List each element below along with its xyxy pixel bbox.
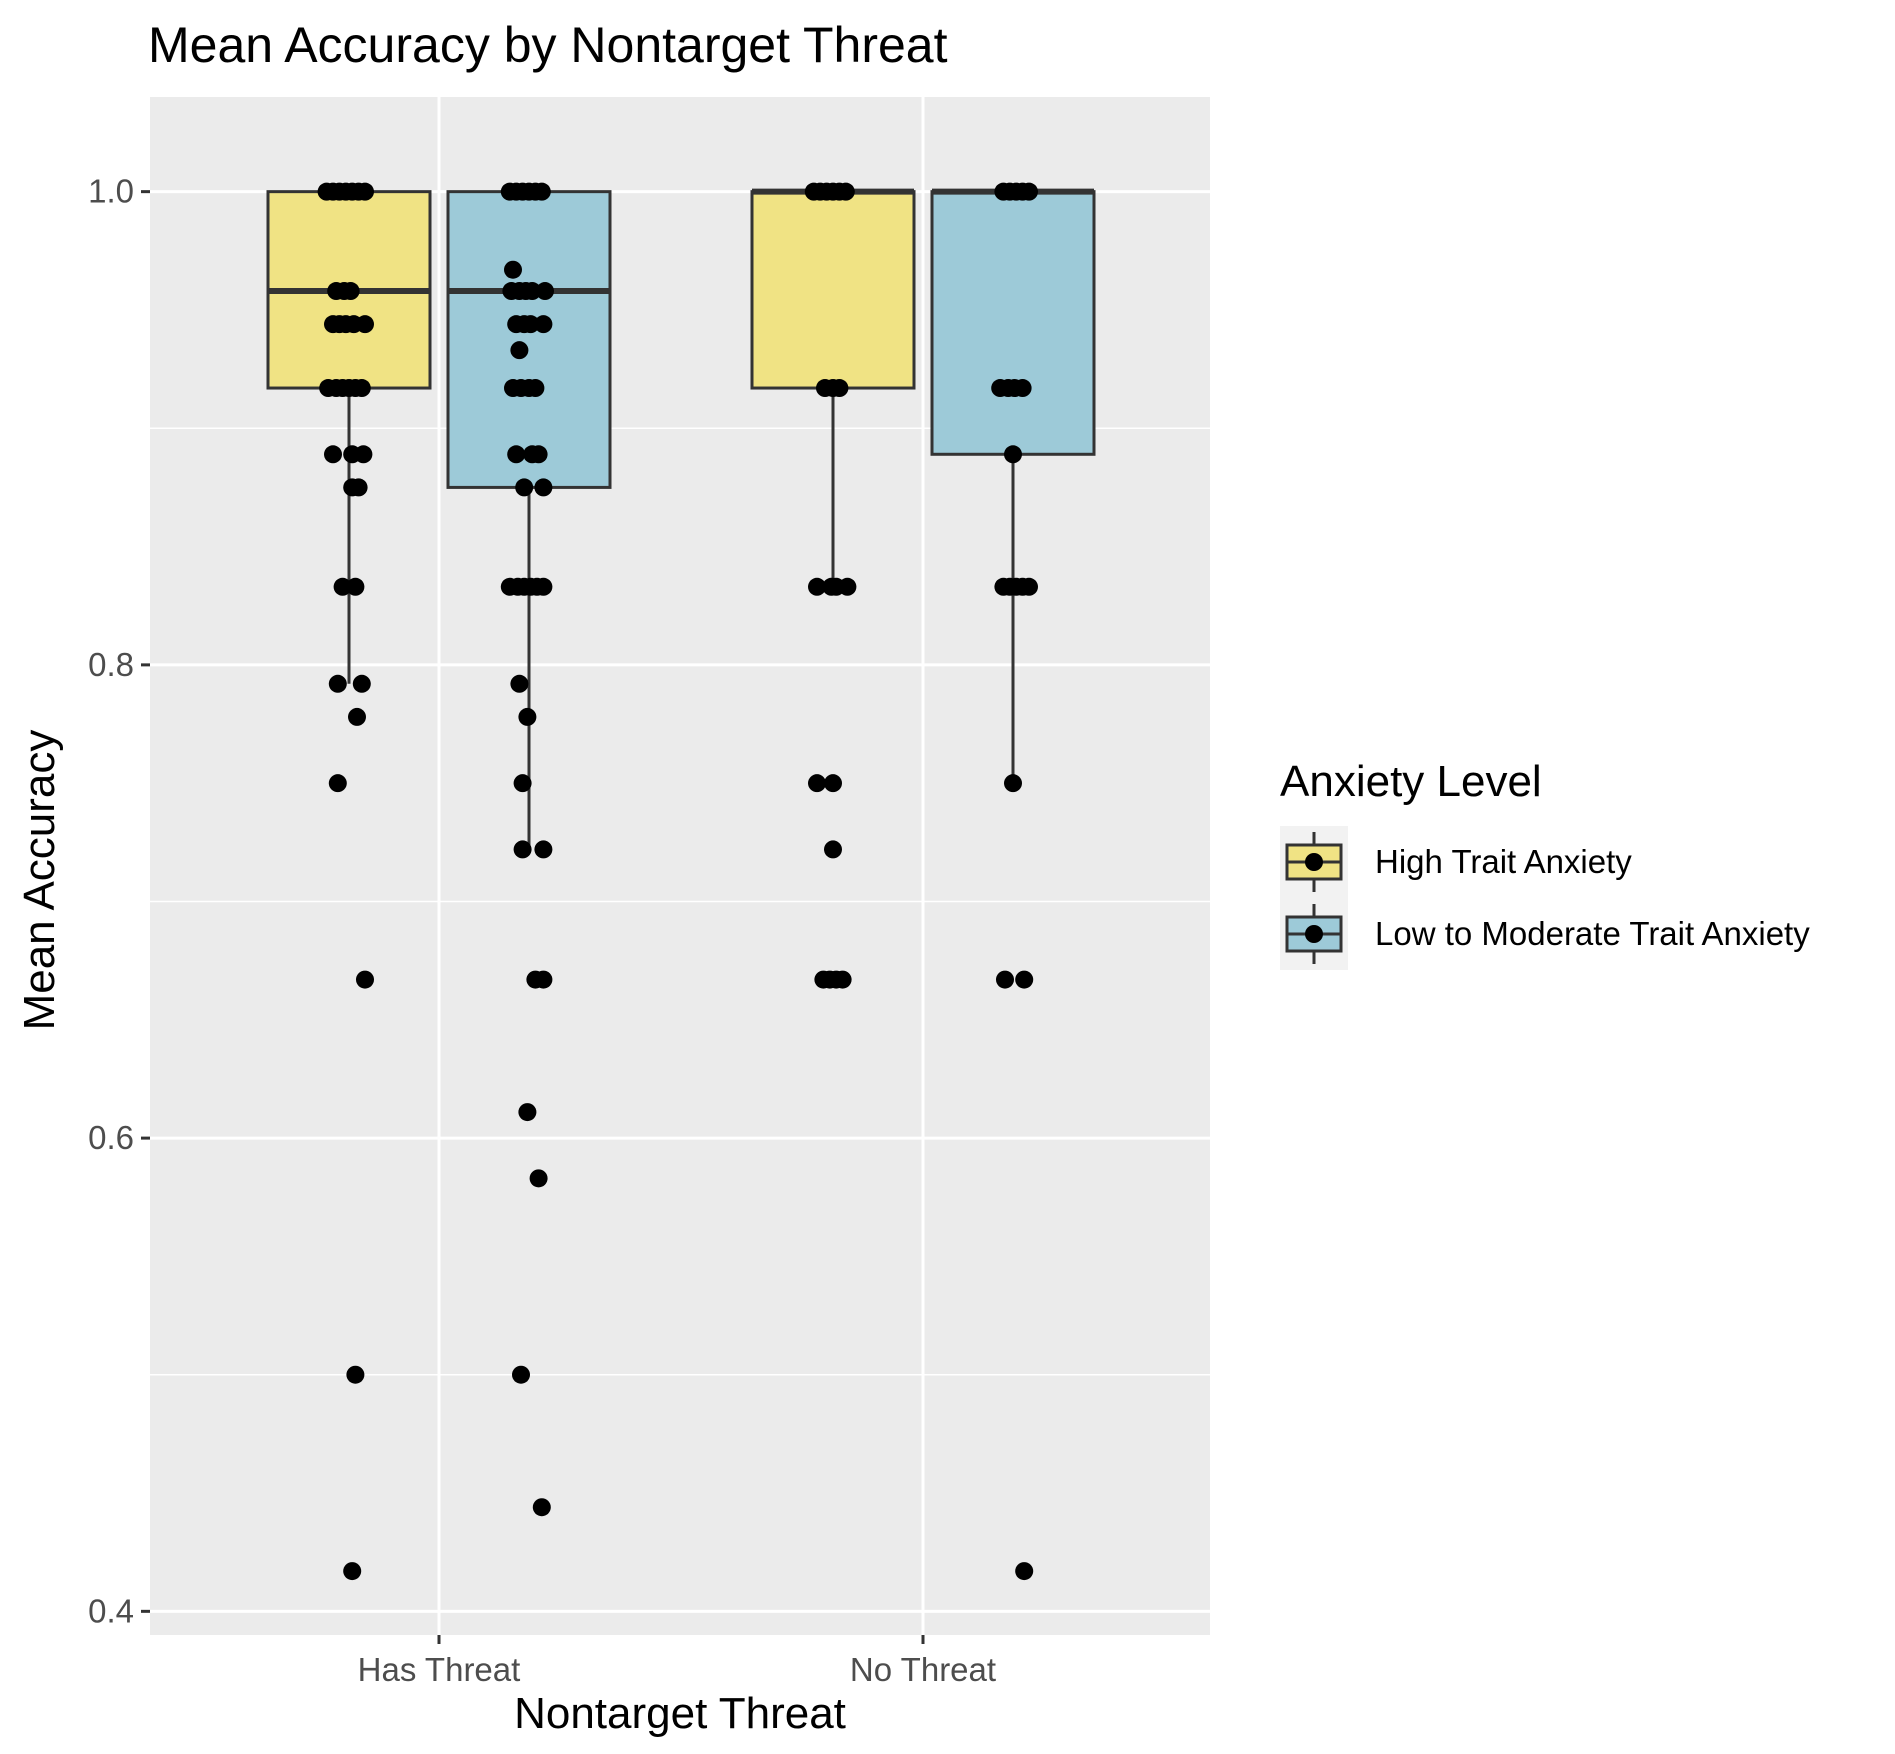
data-point <box>328 674 347 693</box>
legend-title: Anxiety Level <box>1280 757 1542 806</box>
data-point <box>507 445 526 464</box>
legend-item: Low to Moderate Trait Anxiety <box>1285 904 1810 964</box>
data-point <box>324 445 342 464</box>
data-point <box>346 1365 365 1384</box>
data-point <box>523 282 542 301</box>
data-point <box>838 577 857 596</box>
data-point <box>830 379 849 398</box>
x-tick-label: No Threat <box>850 1651 996 1688</box>
data-point <box>529 1169 548 1188</box>
data-point <box>356 970 374 989</box>
data-point <box>512 1365 530 1384</box>
data-point <box>824 774 842 793</box>
data-point <box>534 315 553 334</box>
data-point <box>349 478 368 497</box>
data-point <box>996 970 1014 989</box>
box <box>446 190 612 489</box>
y-tick-label: 0.6 <box>88 1119 134 1156</box>
data-point <box>808 577 826 596</box>
data-point <box>536 282 554 301</box>
data-point <box>341 282 360 301</box>
data-point <box>510 674 529 693</box>
data-point <box>824 840 842 859</box>
data-point <box>529 445 548 464</box>
data-point <box>356 315 374 334</box>
data-point <box>354 445 373 464</box>
legend-item: High Trait Anxiety <box>1285 832 1632 892</box>
data-point <box>343 1562 362 1581</box>
legend: Anxiety Level High Trait Anxiety Low to M… <box>1280 757 1810 970</box>
boxplot <box>930 188 1096 784</box>
box <box>930 190 1096 456</box>
data-point <box>836 182 855 201</box>
x-axis-title: Nontarget Threat <box>514 1689 846 1738</box>
data-point <box>515 478 534 497</box>
boxplot <box>750 188 916 587</box>
data-point <box>808 774 826 793</box>
data-point <box>534 577 553 596</box>
data-point <box>521 315 540 334</box>
data-point <box>534 840 553 859</box>
data-point <box>328 774 347 793</box>
data-point <box>1020 577 1038 596</box>
data-point <box>346 577 365 596</box>
data-point <box>1015 970 1034 989</box>
x-axis: Has Threat No Threat <box>358 1635 996 1688</box>
y-axis: 0.4 0.6 0.8 1.0 <box>88 173 150 1629</box>
data-point <box>1015 1562 1034 1581</box>
data-point <box>513 774 532 793</box>
x-tick-label: Has Threat <box>358 1651 521 1688</box>
data-point <box>534 478 553 497</box>
data-point <box>504 260 522 279</box>
y-axis-title: Mean Accuracy <box>15 730 64 1031</box>
legend-point <box>1305 925 1323 943</box>
data-point <box>352 674 371 693</box>
box <box>750 190 916 390</box>
y-tick-label: 0.4 <box>88 1592 134 1629</box>
y-tick-label: 1.0 <box>88 173 134 210</box>
data-point <box>532 1498 551 1517</box>
data-point <box>333 577 352 596</box>
data-point <box>510 341 529 360</box>
data-point <box>352 379 371 398</box>
data-point <box>518 707 537 726</box>
data-point <box>513 840 532 859</box>
data-point <box>526 379 545 398</box>
data-point <box>1004 445 1022 464</box>
data-point <box>532 182 551 201</box>
data-point <box>1004 774 1022 793</box>
data-point <box>1013 379 1032 398</box>
legend-label: Low to Moderate Trait Anxiety <box>1375 915 1810 952</box>
legend-label: High Trait Anxiety <box>1375 843 1632 880</box>
data-points <box>317 182 1038 1581</box>
data-point <box>1020 182 1038 201</box>
data-point <box>518 1103 537 1122</box>
y-tick-label: 0.8 <box>88 646 134 683</box>
data-point <box>534 970 553 989</box>
legend-point <box>1305 853 1323 871</box>
data-point <box>348 707 366 726</box>
legend-keys: High Trait Anxiety Low to Moderate Trait … <box>1280 826 1810 970</box>
data-point <box>833 970 852 989</box>
data-point <box>356 182 374 201</box>
chart-title: Mean Accuracy by Nontarget Threat <box>148 17 948 73</box>
